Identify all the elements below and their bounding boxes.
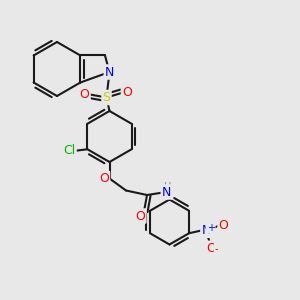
Text: N: N [105, 65, 114, 79]
Text: -: - [215, 244, 218, 254]
Text: N: N [162, 185, 171, 199]
Text: Cl: Cl [63, 144, 76, 157]
Text: O: O [122, 86, 132, 100]
Text: O: O [206, 242, 216, 255]
Text: H: H [164, 182, 172, 192]
Text: O: O [80, 88, 89, 101]
Text: O: O [218, 219, 228, 232]
Text: S: S [103, 91, 110, 104]
Text: O: O [136, 209, 145, 223]
Text: O: O [99, 172, 109, 185]
Text: N: N [201, 224, 211, 237]
Text: +: + [207, 223, 214, 233]
